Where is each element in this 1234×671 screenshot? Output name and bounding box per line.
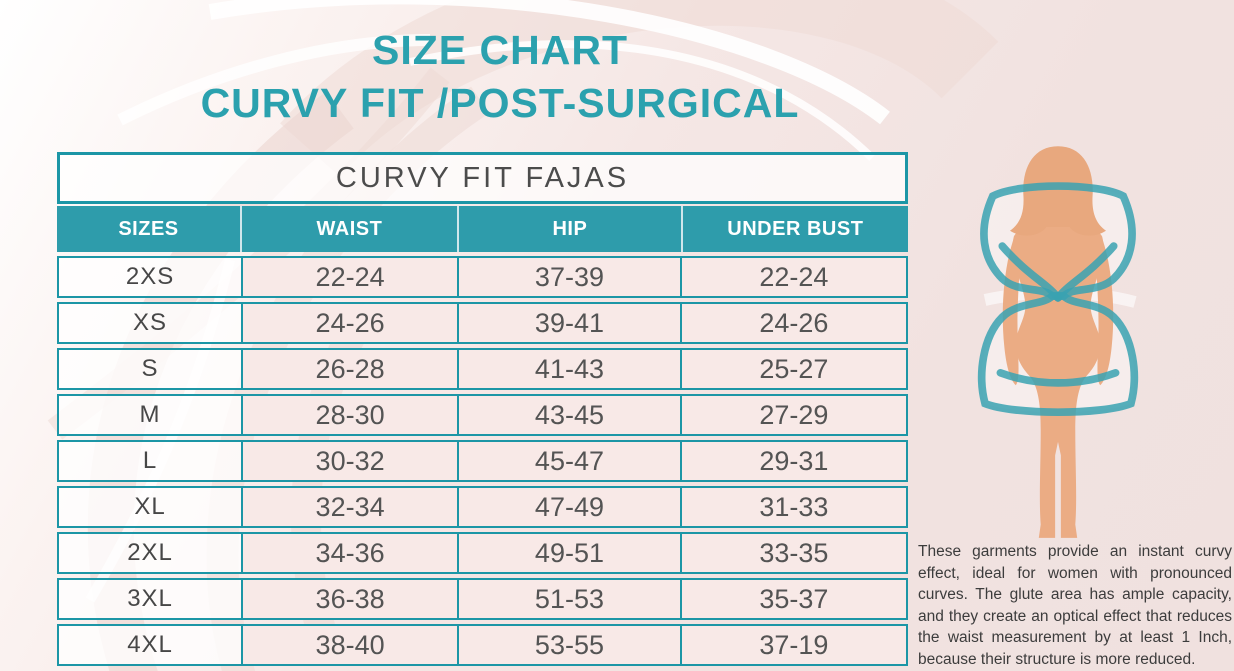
table-header-row: SIZES WAIST HIP UNDER BUST	[57, 206, 908, 252]
curvy-body-figure	[977, 146, 1139, 538]
title-line2: CURVY FIT /POST-SURGICAL	[200, 80, 800, 126]
size-cell: 3XL	[127, 585, 173, 612]
waist-cell: 32-34	[241, 488, 458, 526]
under-bust-cell: 31-33	[679, 488, 906, 526]
under-bust-cell: 29-31	[679, 442, 906, 480]
waist-cell: 34-36	[241, 534, 458, 572]
table-row: 3XL 36-38 51-53 35-37	[57, 578, 908, 620]
hip-cell: 51-53	[457, 580, 680, 618]
waist-cell: 22-24	[241, 258, 458, 296]
waist-cell: 28-30	[241, 396, 458, 434]
under-bust-cell: 25-27	[679, 350, 906, 388]
hip-cell: 49-51	[457, 534, 680, 572]
size-cell: S	[141, 355, 159, 382]
size-cell: M	[139, 401, 161, 428]
hip-curve-line	[996, 368, 1120, 387]
size-cell: 4XL	[127, 631, 173, 658]
column-header-waist: WAIST	[239, 206, 457, 252]
table-row: XL 32-34 47-49 31-33	[57, 486, 908, 528]
column-header-sizes: SIZES	[57, 206, 240, 252]
under-bust-cell: 37-19	[679, 626, 906, 664]
size-cell: XL	[134, 493, 166, 520]
waist-cell: 24-26	[241, 304, 458, 342]
hip-cell: 47-49	[457, 488, 680, 526]
size-cell: 2XL	[127, 539, 173, 566]
column-header-under-bust: UNDER BUST	[680, 206, 908, 252]
waist-cell: 26-28	[241, 350, 458, 388]
hip-cell: 53-55	[457, 626, 680, 664]
page-title: SIZE CHART CURVY FIT /POST-SURGICAL	[0, 24, 1000, 130]
hip-cell: 43-45	[457, 396, 680, 434]
size-cell: XS	[133, 309, 168, 336]
hip-cell: 41-43	[457, 350, 680, 388]
under-bust-cell: 24-26	[679, 304, 906, 342]
waist-cell: 30-32	[241, 442, 458, 480]
hip-cell: 39-41	[457, 304, 680, 342]
hair	[1010, 146, 1106, 236]
chest-v-left-line	[998, 242, 1062, 302]
chest-v-right-line	[1054, 242, 1118, 302]
table-row: L 30-32 45-47 29-31	[57, 440, 908, 482]
hip-cell: 45-47	[457, 442, 680, 480]
table-row: S 26-28 41-43 25-27	[57, 348, 908, 390]
description-text: These garments provide an instant curvy …	[918, 543, 1232, 668]
body-silhouette	[1012, 205, 1104, 538]
table-row: XS 24-26 39-41 24-26	[57, 302, 908, 344]
table-row: 4XL 38-40 53-55 37-19	[57, 624, 908, 666]
under-bust-cell: 33-35	[679, 534, 906, 572]
table-row: 2XL 34-36 49-51 33-35	[57, 532, 908, 574]
garment-bottom-outline	[977, 292, 1139, 416]
column-header-hip: HIP	[456, 206, 681, 252]
waist-cell: 38-40	[241, 626, 458, 664]
hip-cell: 37-39	[457, 258, 680, 296]
under-bust-cell: 22-24	[679, 258, 906, 296]
garment-top-outline	[980, 182, 1136, 300]
size-chart-table: CURVY FIT FAJAS SIZES WAIST HIP UNDER BU…	[57, 152, 908, 666]
table-caption: CURVY FIT FAJAS	[57, 152, 908, 204]
size-cell: 2XS	[125, 263, 175, 290]
table-row: M 28-30 43-45 27-29	[57, 394, 908, 436]
title-line1: SIZE CHART	[372, 27, 628, 73]
waist-cell: 36-38	[241, 580, 458, 618]
under-bust-cell: 35-37	[679, 580, 906, 618]
size-cell: L	[142, 447, 158, 474]
under-bust-cell: 27-29	[679, 396, 906, 434]
table-row: 2XS 22-24 37-39 22-24	[57, 256, 908, 298]
